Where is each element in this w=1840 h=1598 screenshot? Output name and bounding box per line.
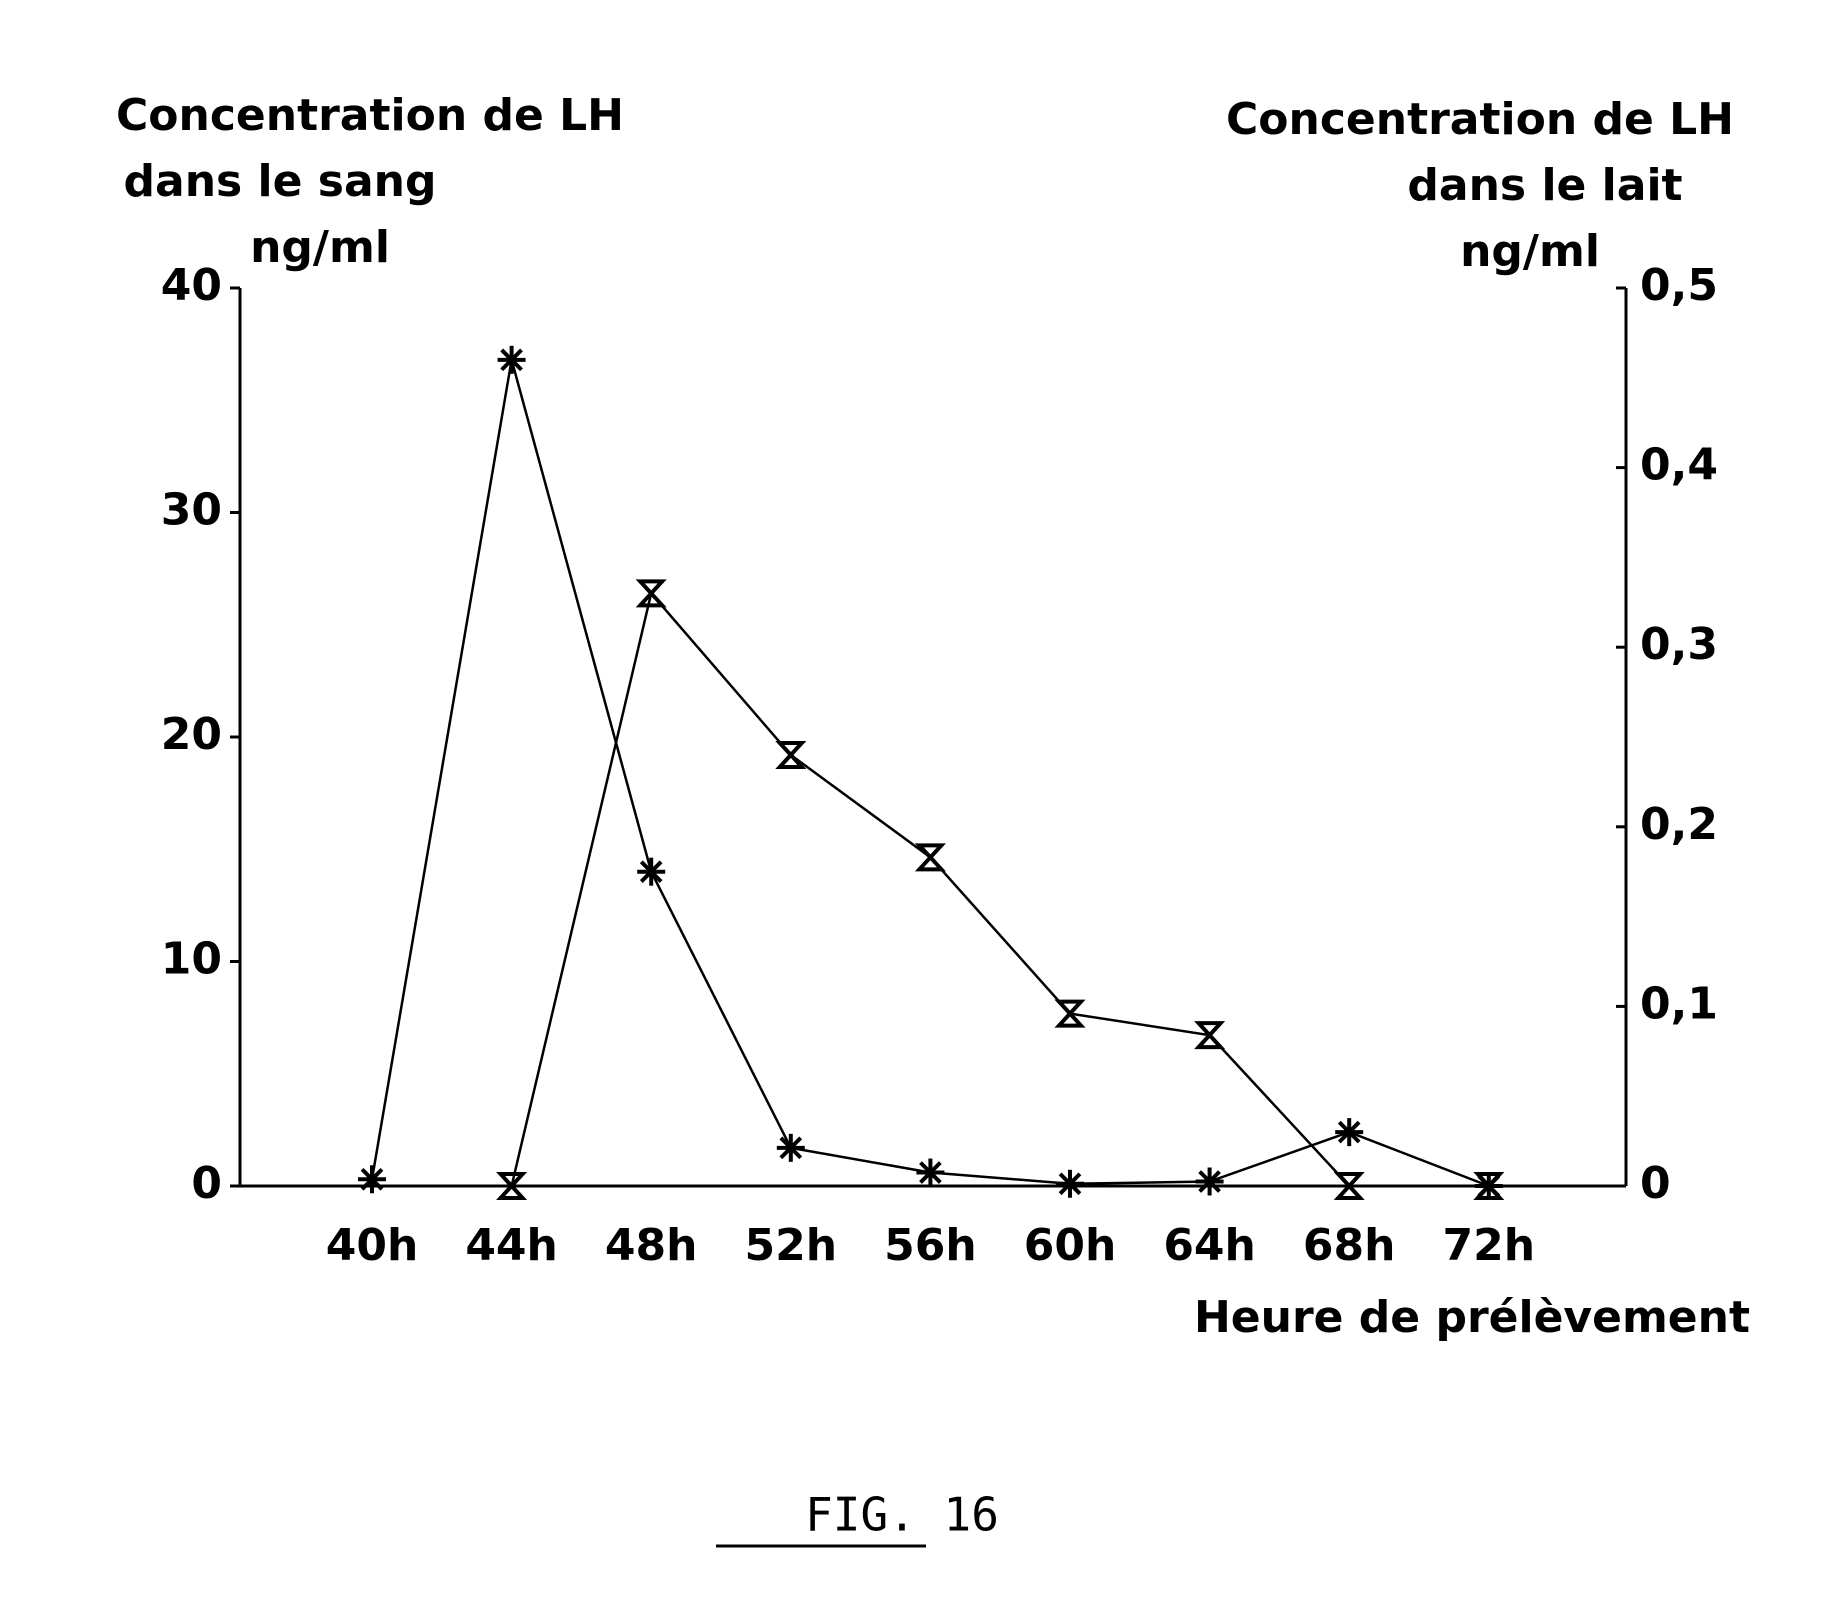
series-line — [512, 593, 1489, 1186]
marker-star — [1335, 1118, 1363, 1146]
x-title: Heure de prélèvement — [1194, 1292, 1750, 1343]
hourglass — [780, 743, 802, 767]
marker-star — [777, 1134, 805, 1162]
x-tick-label: 64h — [1163, 1220, 1256, 1271]
y-tick-label: 40 — [161, 260, 222, 311]
caption: FIG. 16 — [805, 1488, 999, 1542]
y2-tick-label: 0,3 — [1640, 619, 1718, 670]
y-title: Concentration de LH — [116, 90, 624, 141]
marker-hourglass — [780, 743, 802, 767]
marker-star — [498, 346, 526, 374]
marker-star — [916, 1159, 944, 1187]
y-tick-label: 30 — [161, 485, 222, 536]
marker-star — [1056, 1170, 1084, 1198]
y2-tick-label: 0,4 — [1640, 440, 1718, 491]
hourglass — [919, 845, 941, 869]
y2-tick-label: 0,5 — [1640, 260, 1718, 311]
y2-tick-label: 0,2 — [1640, 799, 1718, 850]
y2-title: Concentration de LH — [1226, 94, 1734, 145]
hourglass — [640, 581, 662, 605]
x-tick-label: 52h — [745, 1220, 838, 1271]
x-tick-label: 48h — [605, 1220, 698, 1271]
y-tick-label: 10 — [161, 934, 222, 985]
y2-tick-label: 0,1 — [1640, 978, 1718, 1029]
x-tick-label: 40h — [326, 1220, 419, 1271]
x-tick-label: 68h — [1303, 1220, 1396, 1271]
y-title: dans le sang — [124, 156, 437, 207]
y-title: ng/ml — [250, 222, 390, 273]
y2-tick-label: 0 — [1640, 1158, 1671, 1209]
marker-star — [637, 858, 665, 886]
x-tick-label: 72h — [1443, 1220, 1536, 1271]
x-tick-label: 44h — [465, 1220, 558, 1271]
marker-star — [358, 1165, 386, 1193]
y2-title: ng/ml — [1460, 226, 1600, 277]
x-tick-label: 56h — [884, 1220, 977, 1271]
marker-star — [1196, 1168, 1224, 1196]
y2-title: dans le lait — [1407, 160, 1682, 211]
marker-hourglass — [640, 581, 662, 605]
y-tick-label: 20 — [161, 709, 222, 760]
y-tick-label: 0 — [191, 1158, 222, 1209]
x-tick-label: 60h — [1024, 1220, 1117, 1271]
marker-hourglass — [919, 845, 941, 869]
